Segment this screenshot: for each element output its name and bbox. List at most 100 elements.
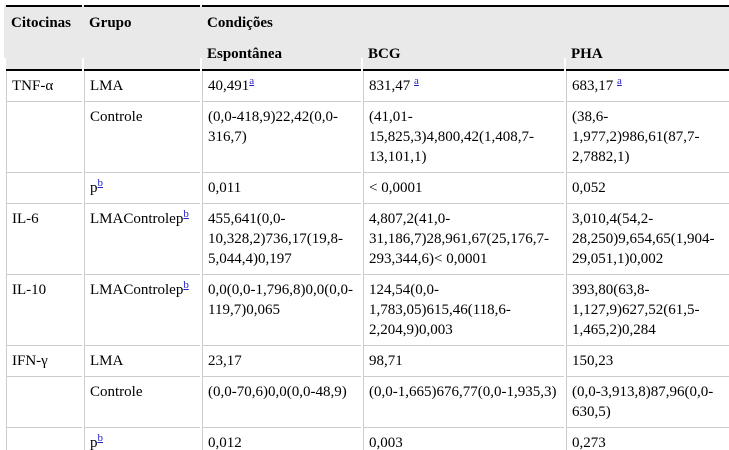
cell-text: LMA [90,353,124,369]
table-row-tnf-controle: Controle (0,0-418,9)22,42(0,0-316,7) (41… [6,102,729,173]
cell-text: 0,011 [208,180,242,196]
footnote-sup: b [183,279,189,291]
header-pha: PHA [566,38,729,71]
cell-espontanea: (0,0-418,9)22,42(0,0-316,7) [202,102,361,173]
cell-bcg: 831,47 a [363,71,564,102]
cell-group: pb [84,173,200,204]
cell-text: 683,17 [572,78,617,94]
cell-text: IFN-γ [12,353,48,369]
cell-espontanea: 23,17 [202,346,361,377]
cell-pha: (0,0-3,913,8)87,96(0,0-630,5) [566,377,729,428]
cell-cytokine: IL-10 [6,275,82,346]
cell-text: 124,54(0,0-1,783,05)615,46(118,6-2,204,9… [369,282,511,338]
footnote-link-a[interactable]: a [414,75,419,87]
cell-group: Controle [84,377,200,428]
cell-text: 0,003 [369,435,403,450]
footnote-sup: a [414,75,419,87]
cell-cytokine: IL-6 [6,204,82,275]
footnote-link-a[interactable]: a [617,75,622,87]
cell-cytokine [6,102,82,173]
header-row-1: Citocinas Grupo Condições [6,5,729,71]
cell-text: (0,0-70,6)0,0(0,0-48,9) [208,384,347,400]
cell-espontanea: 455,641(0,0-10,328,2)736,17(19,8-5,044,4… [202,204,361,275]
cell-text: 455,641(0,0-10,328,2)736,17(19,8-5,044,4… [208,211,343,267]
cell-group: pb [84,428,200,450]
table-body: TNF-α LMA 40,491a 831,47 a 683,17 a Cont… [6,71,729,450]
header-bcg: BCG [363,38,564,71]
header-grupo: Grupo [84,5,200,71]
cell-text: 0,273 [572,435,606,450]
cell-text: 98,71 [369,353,403,369]
cell-pha: 0,052 [566,173,729,204]
cell-pha: (38,6-1,977,2)986,61(87,7-2,7882,1) [566,102,729,173]
cell-text: (38,6-1,977,2)986,61(87,7-2,7882,1) [572,109,700,165]
table-row-ifn-lma: IFN-γ LMA 23,17 98,71 150,23 [6,346,729,377]
table-row-tnf-p: pb 0,011 < 0,0001 0,052 [6,173,729,204]
cell-cytokine: TNF-α [6,71,82,102]
cell-bcg: < 0,0001 [363,173,564,204]
table-row-tnf-lma: TNF-α LMA 40,491a 831,47 a 683,17 a [6,71,729,102]
footnote-link-b[interactable]: b [183,279,189,291]
cell-group: LMA [84,71,200,102]
cell-text: 0,012 [208,435,242,450]
cell-text: 40,491 [208,78,250,94]
cell-text: 831,47 [369,78,414,94]
footnote-link-a[interactable]: a [249,75,255,87]
cell-text: Controle [90,109,143,125]
cell-text: LMA [90,78,124,94]
cell-text: p [90,435,98,450]
cell-text: 150,23 [572,353,614,369]
cell-espontanea: 40,491a [202,71,361,102]
cell-bcg: (41,01-15,825,3)4,800,42(1,408,7-13,101,… [363,102,564,173]
cell-espontanea: 0,011 [202,173,361,204]
table-row-il10: IL-10 LMAControlepb 0,0(0,0-1,796,8)0,0(… [6,275,729,346]
header-row-2: Espontânea BCG PHA [6,38,729,71]
header-espontanea: Espontânea [202,38,361,71]
cell-text: IL-10 [12,282,47,298]
cell-group: LMA [84,346,200,377]
cell-text: 4,807,2(41,0-31,186,7)28,961,67(25,176,7… [369,211,549,267]
cell-text: IL-6 [12,211,39,227]
cell-text: TNF-α [12,78,54,94]
cell-text: 3,010,4(54,2-28,250)9,654,65(1,904-29,05… [572,211,715,267]
cell-text: 393,80(63,8-1,127,9)627,52(61,5-1,465,2)… [572,282,700,338]
cell-group: LMAControlepb [84,275,200,346]
table-row-ifn-controle: Controle (0,0-70,6)0,0(0,0-48,9) (0,0-1,… [6,377,729,428]
cell-group: Controle [84,102,200,173]
cell-text: p [90,180,98,196]
table-row-il6: IL-6 LMAControlepb 455,641(0,0-10,328,2)… [6,204,729,275]
cell-pha: 683,17 a [566,71,729,102]
table-row-ifn-p: pb 0,012 0,003 0,273 [6,428,729,450]
footnote-sup: a [249,75,254,87]
cell-pha: 0,273 [566,428,729,450]
cell-espontanea: 0,012 [202,428,361,450]
cell-bcg: 4,807,2(41,0-31,186,7)28,961,67(25,176,7… [363,204,564,275]
cell-text: (0,0-1,665)676,77(0,0-1,935,3) [369,384,557,400]
table-header: Citocinas Grupo Condições Espontânea BCG… [6,5,729,71]
cell-text: Controle [90,384,143,400]
footnote-sup: b [98,177,104,189]
footnote-link-b[interactable]: b [97,432,104,444]
footnote-sup: b [98,432,104,444]
cell-espontanea: 0,0(0,0-1,796,8)0,0(0,0-119,7)0,065 [202,275,361,346]
cell-text: LMAControlep [90,282,184,298]
cell-text: 23,17 [208,353,242,369]
cell-text: 0,052 [572,180,606,196]
cell-bcg: 124,54(0,0-1,783,05)615,46(118,6-2,204,9… [363,275,564,346]
footnote-link-b[interactable]: b [97,177,104,189]
cell-text: LMAControlep [90,211,184,227]
cell-cytokine [6,173,82,204]
cell-cytokine [6,428,82,450]
footnote-link-b[interactable]: b [183,208,189,220]
cell-group: LMAControlepb [84,204,200,275]
footnote-sup: b [183,208,189,220]
cell-pha: 3,010,4(54,2-28,250)9,654,65(1,904-29,05… [566,204,729,275]
cell-pha: 393,80(63,8-1,127,9)627,52(61,5-1,465,2)… [566,275,729,346]
cell-text: (0,0-418,9)22,42(0,0-316,7) [208,109,338,145]
cell-bcg: 98,71 [363,346,564,377]
cell-cytokine [6,377,82,428]
cell-text: 0,0(0,0-1,796,8)0,0(0,0-119,7)0,065 [208,282,353,318]
cell-text: < 0,0001 [369,180,423,196]
cell-bcg: 0,003 [363,428,564,450]
